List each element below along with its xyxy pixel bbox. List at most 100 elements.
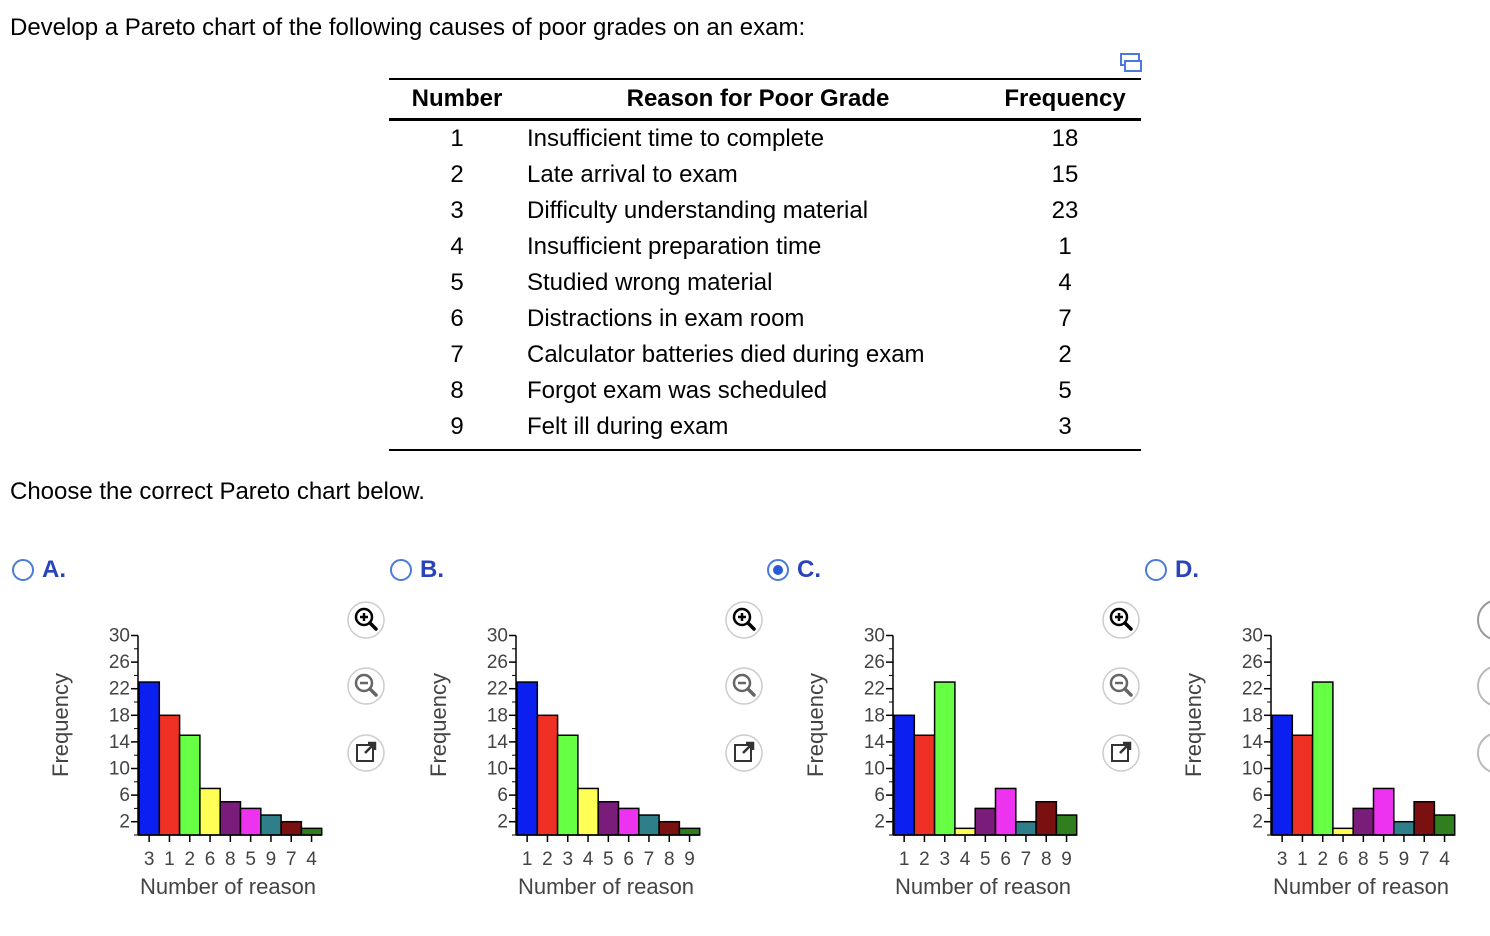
row-frequency: 3 [989,409,1141,451]
bar-3 [138,681,161,836]
x-tick-label: 2 [542,849,553,870]
y-tick-label: 22 [487,679,508,700]
table-row: 8 Forgot exam was scheduled 5 [389,373,1141,409]
option-a-zoom-in-icon[interactable] [346,600,386,640]
row-frequency: 15 [1051,161,1079,188]
bar-4 [954,827,976,836]
popout-icon[interactable] [1118,52,1144,74]
y-tick-label: 30 [1242,626,1263,647]
bar-6 [617,807,640,836]
option-c-zoom-out-icon[interactable] [1101,666,1141,706]
row-reason: Calculator batteries died during exam [527,341,925,368]
option-a-radio[interactable] [12,559,34,581]
bar-9 [1055,814,1078,836]
x-tick-label: 7 [644,849,655,870]
row-reason: Insufficient time to complete [527,125,825,152]
y-tick-label: 6 [1252,785,1263,806]
x-axis-title: Number of reason [518,874,694,899]
x-tick-label: 1 [1297,849,1308,870]
row-number: 5 [450,269,464,296]
option-a-expand-icon[interactable] [346,733,386,773]
row-frequency: 7 [1058,305,1072,332]
bar-3 [933,681,956,836]
x-axis-title: Number of reason [895,874,1071,899]
x-tick-label: 5 [603,849,614,870]
x-tick-label: 3 [1277,849,1288,870]
option-b[interactable]: B. [390,556,444,584]
option-a[interactable]: A. [12,556,66,584]
x-tick-label: 8 [1041,849,1052,870]
x-tick-label: 2 [1317,849,1328,870]
y-tick-label: 10 [1242,759,1263,780]
y-tick-label: 2 [119,812,130,833]
y-tick-label: 26 [864,652,885,673]
header-number: Number [411,85,503,112]
y-tick-label: 26 [109,652,130,673]
bar-7 [638,814,660,836]
y-tick-label: 26 [487,652,508,673]
x-tick-label: 7 [286,849,297,870]
header-frequency: Frequency [1004,85,1126,112]
x-tick-label: 9 [1061,849,1072,870]
y-tick-label: 10 [864,759,885,780]
bar-8 [1035,801,1058,836]
bar-4 [300,827,323,836]
y-axis-title: Frequency [426,673,451,777]
option-c-zoom-in-icon[interactable] [1101,600,1141,640]
option-b-zoom-out-icon[interactable] [724,666,764,706]
bar-8 [219,801,242,836]
x-tick-label: 3 [562,849,573,870]
y-tick-label: 6 [497,785,508,806]
bar-3 [1271,714,1294,836]
y-tick-label: 14 [487,732,509,753]
x-tick-label: 7 [1419,849,1430,870]
y-tick-label: 2 [1252,812,1263,833]
option-d-radio[interactable] [1145,559,1167,581]
x-tick-label: 8 [225,849,236,870]
bar-6 [994,787,1017,836]
y-tick-label: 30 [487,626,508,647]
option-d-tools-clipped[interactable] [1476,598,1490,788]
bar-2 [178,734,201,836]
bar-7 [1413,801,1436,836]
option-a-zoom-out-icon[interactable] [346,666,386,706]
table-row: 4 Insufficient preparation time 1 [389,229,1141,265]
y-tick-label: 26 [1242,652,1263,673]
bar-9 [1393,820,1415,836]
table-row: 5 Studied wrong material 4 [389,265,1141,301]
option-d-label: D. [1175,556,1199,583]
x-tick-label: 6 [1000,849,1011,870]
bar-2 [536,714,559,836]
y-tick-label: 2 [497,812,508,833]
y-tick-label: 10 [487,759,508,780]
row-reason: Insufficient preparation time [527,233,822,260]
option-b-radio[interactable] [390,559,412,581]
x-tick-label: 4 [583,849,594,870]
bar-5 [1372,787,1395,836]
x-tick-label: 3 [939,849,950,870]
row-reason: Felt ill during exam [525,409,989,451]
bar-6 [1332,827,1354,836]
row-frequency: 4 [1058,269,1072,296]
option-c-expand-icon[interactable] [1101,733,1141,773]
row-frequency: 23 [1051,197,1079,224]
x-tick-label: 9 [1399,849,1410,870]
option-c[interactable]: C. [767,556,821,584]
y-axis-title: Frequency [48,673,73,777]
x-tick-label: 2 [919,849,930,870]
option-b-expand-icon[interactable] [724,733,764,773]
row-frequency: 1 [1058,233,1072,260]
option-d[interactable]: D. [1145,556,1199,584]
x-tick-label: 1 [899,849,910,870]
y-tick-label: 14 [109,732,131,753]
prompt-text: Choose the correct Pareto chart below. [10,478,425,505]
row-frequency: 5 [1058,377,1072,404]
bar-1 [158,714,181,836]
x-tick-label: 5 [245,849,256,870]
option-b-zoom-in-icon[interactable] [724,600,764,640]
option-c-radio[interactable] [767,559,789,581]
bar-9 [260,814,282,836]
data-table: Number Reason for Poor Grade Frequency 1… [389,78,1141,451]
x-tick-label: 7 [1021,849,1032,870]
